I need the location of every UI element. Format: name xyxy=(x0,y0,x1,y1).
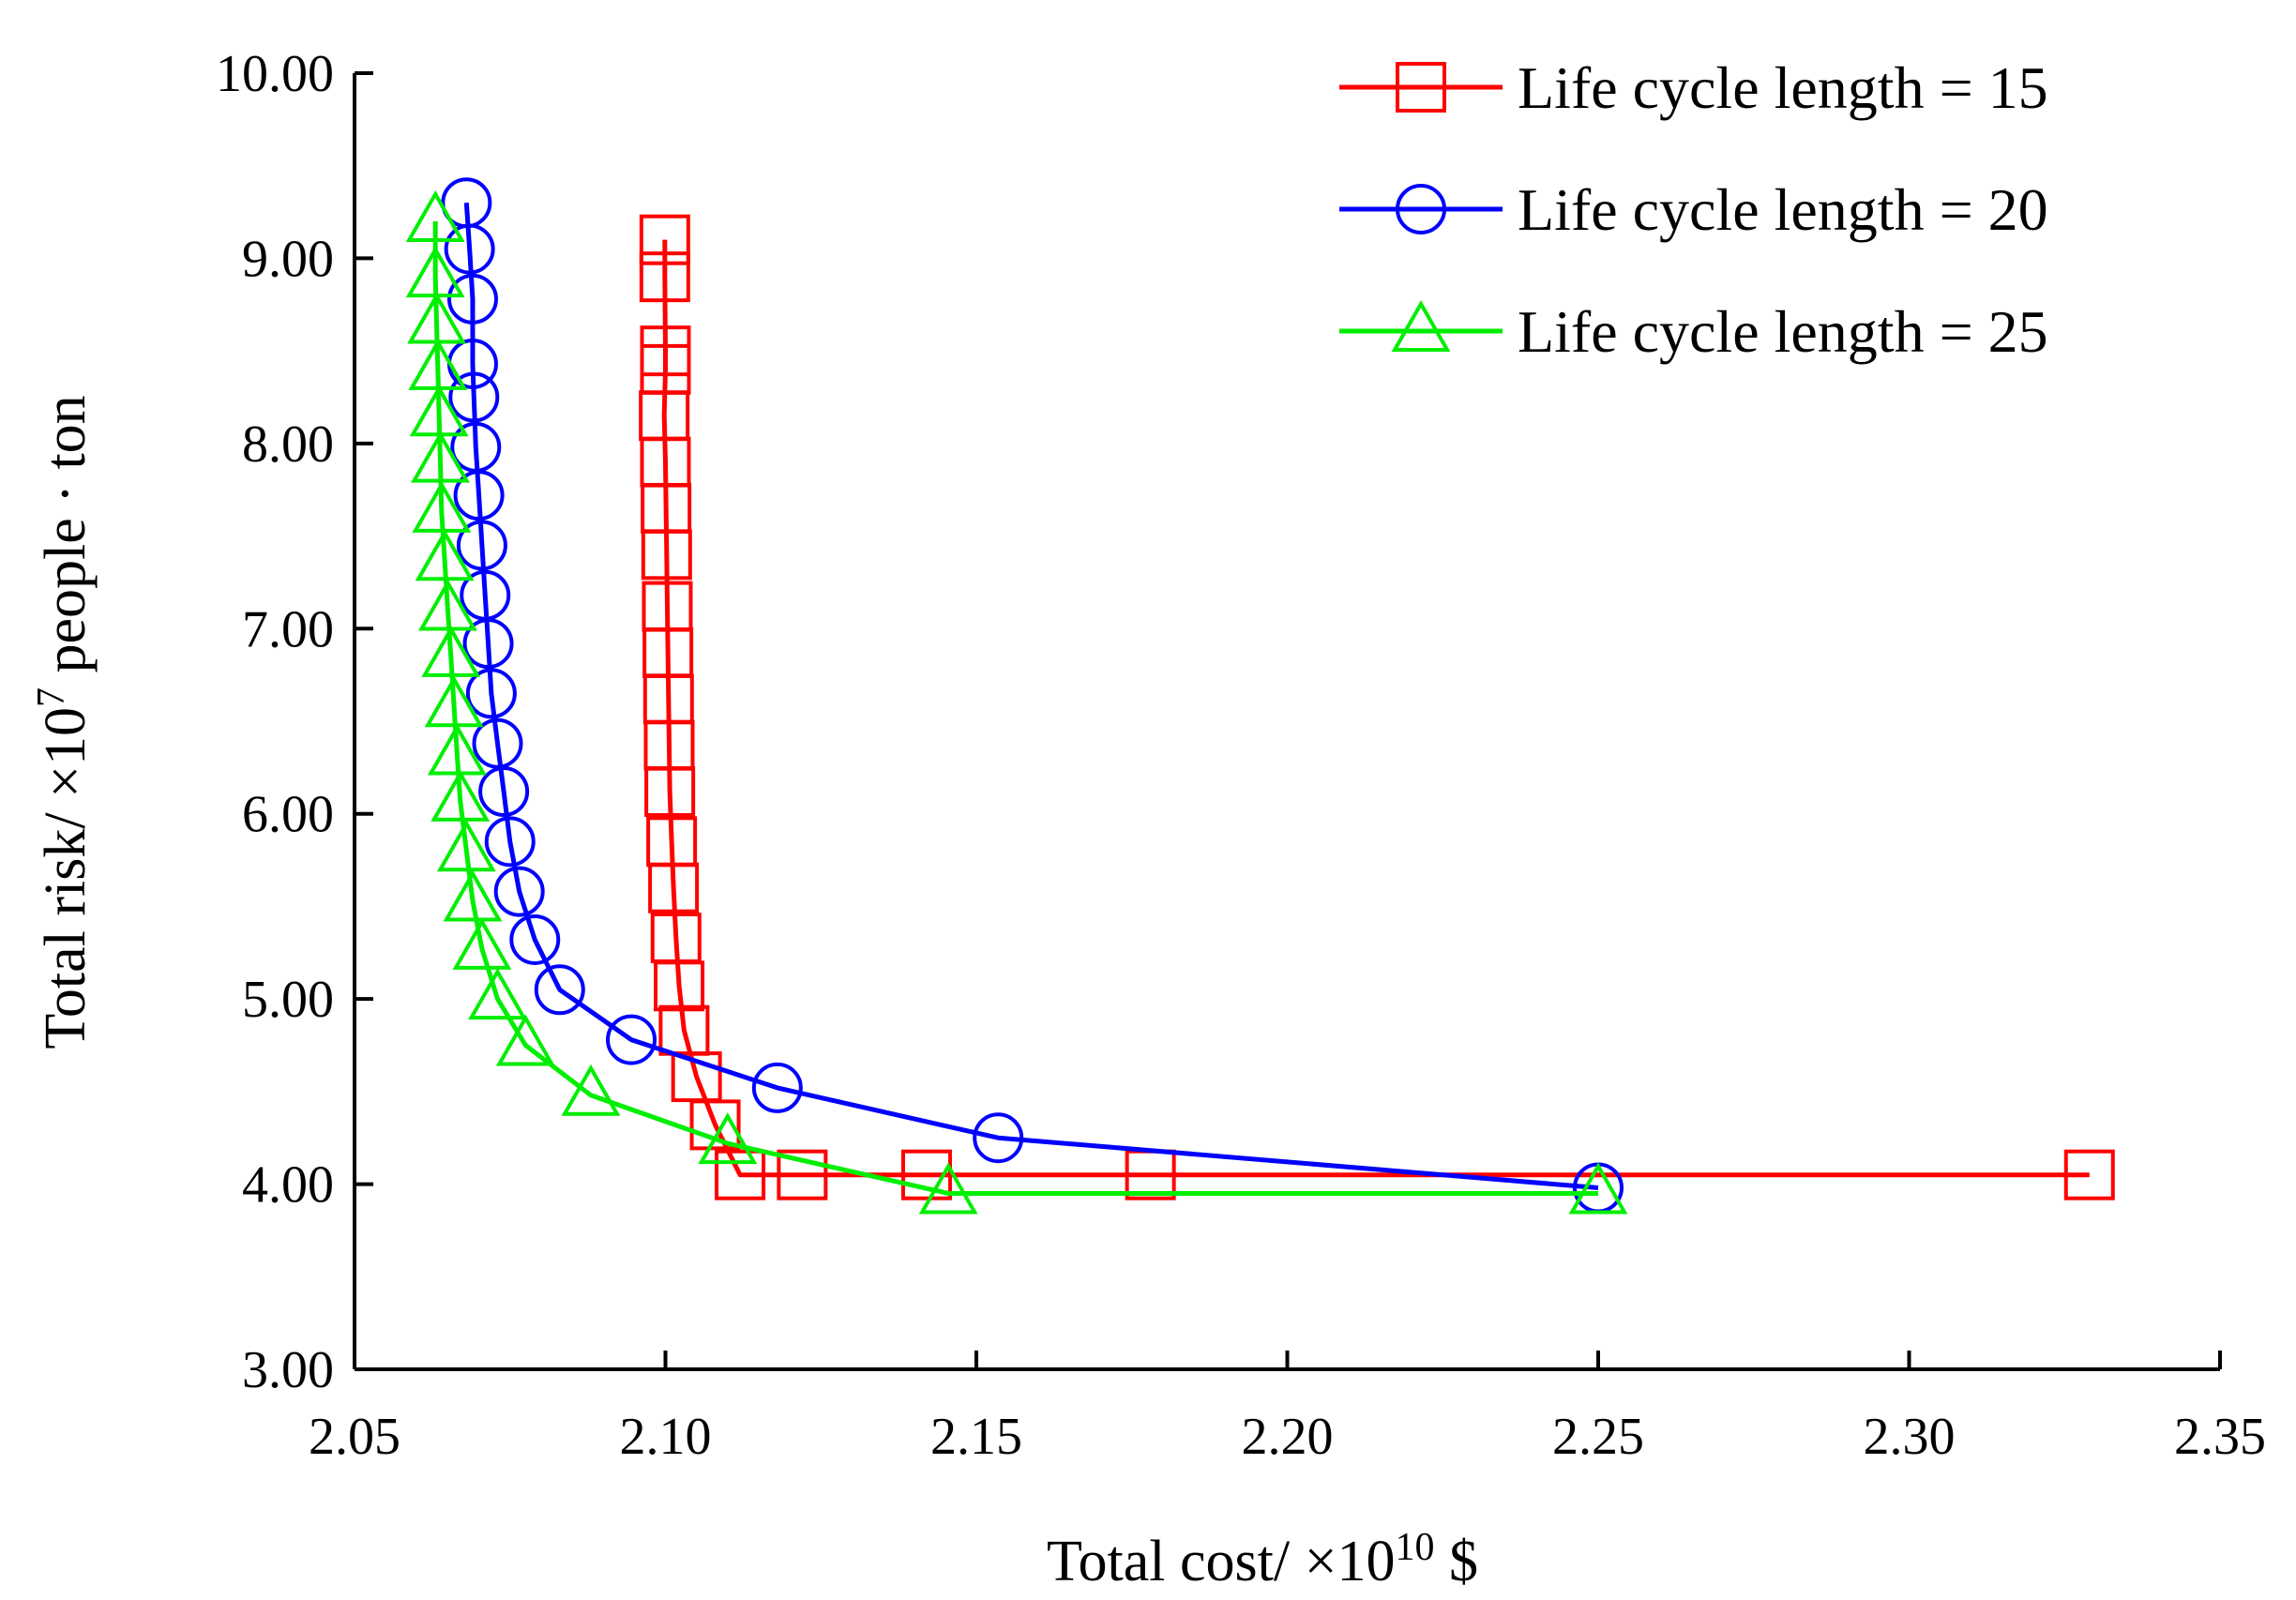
data-point xyxy=(446,273,498,325)
legend-item: Life cycle length = 25 xyxy=(1339,298,2048,365)
data-point xyxy=(561,1064,621,1116)
y-tick-label: 8.00 xyxy=(242,415,334,474)
y-tick-label: 3.00 xyxy=(242,1341,334,1399)
data-point xyxy=(444,223,495,275)
series-line xyxy=(661,239,2090,1178)
data-point xyxy=(427,723,487,776)
data-point xyxy=(2063,1149,2115,1200)
data-point xyxy=(698,1112,758,1165)
data-point xyxy=(472,717,523,769)
data-point xyxy=(644,766,696,818)
data-point xyxy=(641,529,692,581)
data-point xyxy=(452,917,512,970)
series-1 xyxy=(639,214,2115,1200)
data-point xyxy=(412,480,472,533)
x-tick-label: 2.05 xyxy=(309,1408,400,1466)
data-point xyxy=(509,913,561,965)
data-point xyxy=(639,251,690,303)
data-point xyxy=(462,618,514,670)
data-point xyxy=(606,1014,657,1065)
y-axis-title-tail: people · ton xyxy=(34,395,98,687)
data-point xyxy=(478,766,530,818)
series-layer xyxy=(405,177,2115,1215)
data-point xyxy=(751,1062,803,1113)
x-tick-label: 2.35 xyxy=(2174,1408,2266,1466)
data-point xyxy=(495,1014,555,1066)
legend-label: Life cycle length = 20 xyxy=(1518,176,2048,243)
legend-marker xyxy=(1396,62,1446,113)
data-point xyxy=(465,668,517,719)
x-tick-label: 2.25 xyxy=(1552,1408,1644,1466)
data-point xyxy=(654,960,705,1012)
x-axis-title: Total cost/ ×1010 $ xyxy=(1047,1526,1478,1593)
data-point xyxy=(534,964,585,1016)
data-point xyxy=(715,1149,766,1200)
x-tick-label: 2.10 xyxy=(620,1408,712,1466)
data-point xyxy=(415,529,475,581)
data-point xyxy=(411,430,470,483)
data-point xyxy=(448,371,500,423)
data-point xyxy=(436,820,496,872)
data-point xyxy=(418,579,477,631)
legend-item: Life cycle length = 15 xyxy=(1339,54,2048,121)
x-tick-label: 2.20 xyxy=(1242,1408,1334,1466)
data-point xyxy=(1568,1162,1628,1215)
data-point xyxy=(973,1112,1024,1164)
legend-marker xyxy=(1396,184,1446,234)
data-point xyxy=(456,520,507,571)
legend-marker xyxy=(1391,299,1451,352)
x-ticks: 2.05 2.10 2.15 2.20 2.25 2.30 2.35 xyxy=(309,1351,2266,1466)
x-axis-title-superscript: 10 xyxy=(1396,1526,1435,1569)
y-axis-title: Total risk/ ×107 people · ton xyxy=(30,395,98,1049)
y-axis-title-main: Total risk/ ×10 xyxy=(34,707,98,1049)
data-point xyxy=(918,1162,978,1215)
x-tick-label: 2.15 xyxy=(930,1408,1022,1466)
x-tick-label: 2.30 xyxy=(1864,1408,1956,1466)
axes: 2.05 2.10 2.15 2.20 2.25 2.30 2.35 3.00 4.00 5.0… xyxy=(216,45,2266,1466)
data-point xyxy=(443,869,503,922)
y-tick-label: 10.00 xyxy=(216,45,334,103)
data-point xyxy=(493,866,545,917)
data-point xyxy=(453,470,505,521)
data-point xyxy=(484,816,536,868)
data-point xyxy=(430,769,491,822)
y-axis-title-superscript: 7 xyxy=(30,687,73,707)
x-axis-title-main: Total cost/ ×10 xyxy=(1047,1530,1396,1593)
data-point xyxy=(777,1149,828,1200)
data-point xyxy=(405,189,465,242)
y-tick-label: 4.00 xyxy=(242,1156,334,1215)
data-point xyxy=(639,214,690,265)
legend-label: Life cycle length = 15 xyxy=(1518,54,2048,121)
data-point xyxy=(900,1149,952,1200)
legend-label: Life cycle length = 25 xyxy=(1518,298,2048,365)
y-ticks: 3.00 4.00 5.00 6.00 7.00 8.00 9.00 10.00 xyxy=(216,45,373,1399)
x-axis-title-tail: $ xyxy=(1435,1530,1479,1593)
y-tick-label: 9.00 xyxy=(242,230,334,288)
y-tick-label: 6.00 xyxy=(242,786,334,844)
series-3 xyxy=(405,189,1628,1215)
legend: Life cycle length = 15 Life cycle length … xyxy=(1339,54,2048,365)
data-point xyxy=(424,675,484,728)
data-point xyxy=(648,862,700,913)
y-tick-label: 5.00 xyxy=(242,971,334,1029)
legend-item: Life cycle length = 20 xyxy=(1339,176,2048,243)
data-point xyxy=(468,968,527,1020)
data-point xyxy=(689,1099,741,1151)
y-tick-label: 7.00 xyxy=(242,600,334,658)
data-point xyxy=(421,625,481,677)
series-2 xyxy=(441,177,1624,1214)
